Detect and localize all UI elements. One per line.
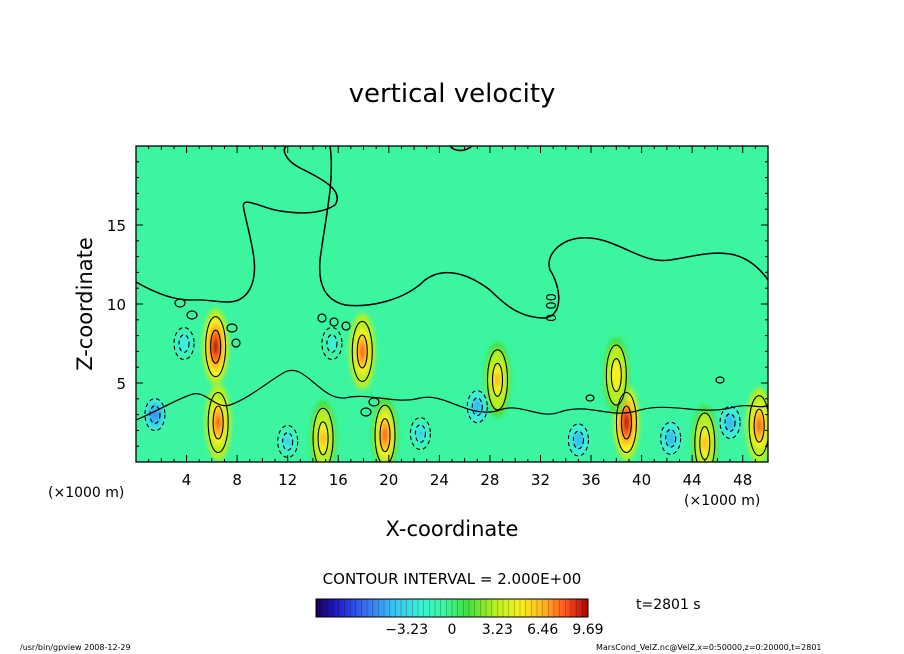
core-inner-contour-4 [414, 424, 426, 443]
core-inner-contour-2 [282, 432, 294, 451]
x-tick-label-24: 24 [430, 471, 449, 489]
colorbar: −3.23 0 3.23 6.46 9.69 [315, 598, 604, 638]
core-inner-contour-8 [724, 413, 736, 432]
contour-rings [174, 298, 725, 417]
core-inner-contour-11 [356, 334, 368, 369]
lower-contour-line [136, 369, 768, 421]
core-inner-contour-1 [178, 334, 190, 353]
core-inner-contour-14 [620, 405, 632, 440]
downdraft-core-7-level-5 [668, 434, 674, 443]
updraft-core-18-level-5 [320, 430, 326, 446]
core-contour-7 [660, 421, 682, 455]
core-contour-10 [207, 391, 229, 454]
core-contour-16 [748, 395, 768, 457]
core-contour-9 [205, 316, 227, 378]
time-label: t=2801 s [636, 597, 701, 613]
colorbar-tick-label-2: 3.23 [482, 622, 513, 638]
y-tick-label-5: 5 [116, 375, 126, 393]
zero-contour-line [136, 146, 768, 319]
contour-label: 0.00 [545, 293, 560, 322]
downdraft-core-5-level-5 [474, 402, 480, 411]
downdraft-core-3-level-5 [329, 339, 335, 348]
core-contour-12 [374, 404, 396, 462]
x-units-right: (×1000 m) [684, 493, 760, 509]
core-inner-contour-7 [665, 428, 677, 448]
colorbar-tick-label-4: 9.69 [572, 622, 603, 638]
colorbar-tick-label-0: −3.23 [385, 622, 428, 638]
x-axis-label: X-coordinate [386, 517, 519, 541]
colorbar-tick-label-1: 0 [448, 622, 457, 638]
x-tick-label-20: 20 [379, 471, 398, 489]
x-tick-label-4: 4 [182, 471, 192, 489]
core-inner-contour-13 [491, 362, 504, 397]
downdraft-core-2-level-5 [285, 437, 291, 446]
core-contour-6 [567, 423, 589, 457]
core-inner-contour-18 [317, 421, 329, 456]
x-tick-label-48: 48 [733, 471, 752, 489]
core-contour-2 [277, 424, 299, 459]
updraft-core-17-level-5 [702, 435, 708, 451]
core-contour-15 [605, 344, 627, 406]
x-tick-label-28: 28 [480, 471, 499, 489]
core-inner-contour-0 [149, 405, 161, 424]
core-contour-4 [409, 417, 431, 451]
colorbar-ticks: −3.23 0 3.23 6.46 9.69 [385, 622, 603, 638]
updraft-core-12-level-5 [382, 427, 388, 443]
y-axis-label: Z-coordinate [73, 237, 97, 371]
colorbar-stripes [321, 599, 583, 617]
y-tick-label-15: 15 [107, 217, 126, 235]
contour-interval-label: CONTOUR INTERVAL = 2.000E+00 [323, 570, 582, 588]
colorbar-frame [315, 598, 589, 618]
chart-title: vertical velocity [349, 79, 556, 109]
updraft-core-15-level-5 [613, 367, 619, 383]
x-tick-label-40: 40 [632, 471, 651, 489]
x-tick-label-36: 36 [581, 471, 600, 489]
core-contour-14 [615, 391, 637, 454]
core-contour-13 [486, 349, 509, 411]
updraft-core-10-level-5 [215, 414, 221, 431]
core-contour-0 [144, 398, 166, 432]
x-tick-label-32: 32 [531, 471, 550, 489]
footer-right: MarsCond_VelZ.nc@VelZ,x=0:50000,z=0:2000… [596, 643, 822, 652]
core-inner-contour-16 [753, 408, 765, 443]
updraft-core-16-level-5 [756, 418, 762, 434]
updraft-core-9-level-5 [213, 339, 219, 355]
downdraft-core-4-level-5 [417, 429, 423, 438]
core-contour-1 [173, 326, 195, 361]
x-tick-label-44: 44 [683, 471, 702, 489]
updraft-core-14-level-5 [623, 414, 630, 431]
core-inner-contour-3 [326, 334, 338, 353]
core-contour-11 [351, 320, 373, 382]
updraft-core-13-level-5 [494, 372, 501, 388]
core-contour-18 [312, 407, 334, 462]
core-inner-contour-6 [572, 430, 584, 450]
downdraft-core-1-level-5 [181, 339, 187, 348]
core-inner-contour-10 [212, 405, 224, 440]
core-contour-17 [694, 412, 716, 462]
x-tick-label-8: 8 [232, 471, 242, 489]
x-units-left: (×1000 m) [48, 485, 124, 501]
core-inner-contour-15 [610, 358, 622, 393]
colorbar-tick-label-3: 6.46 [527, 622, 558, 638]
x-tick-label-16: 16 [329, 471, 348, 489]
downdraft-core-6-level-5 [575, 435, 582, 444]
core-inner-contour-9 [210, 329, 222, 364]
core-inner-contour-5 [471, 397, 483, 417]
field-background [136, 146, 768, 462]
core-contour-5 [466, 390, 488, 424]
core-inner-contour-12 [379, 418, 391, 453]
core-contour-8 [719, 405, 741, 440]
x-tick-label-12: 12 [278, 471, 297, 489]
core-contour-3 [321, 326, 343, 361]
updraft-core-11-level-5 [359, 343, 365, 359]
downdraft-core-8-level-5 [727, 418, 733, 427]
y-tick-label-10: 10 [107, 296, 126, 314]
footer-left: /usr/bin/gpview 2008-12-29 [20, 643, 131, 652]
